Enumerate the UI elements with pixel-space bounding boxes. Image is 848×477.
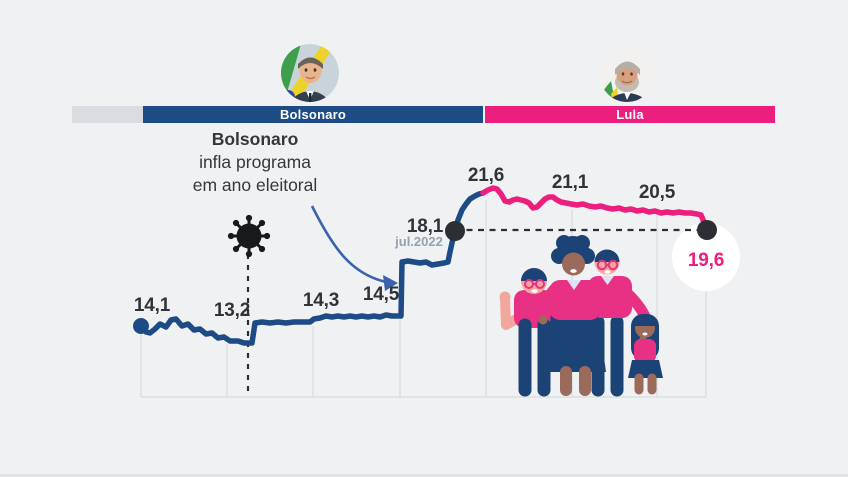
point-label-20-5: 20,5: [638, 182, 676, 203]
family-person-mother: [537, 235, 606, 396]
final-value-highlight-circle: [672, 223, 740, 291]
lula-series-line: [480, 185, 710, 233]
timeline-segment-lula: Lula: [485, 106, 775, 123]
start-point-dot: [133, 318, 149, 334]
bolsonaro-series-line: [138, 190, 486, 346]
covid-icon: [227, 214, 271, 258]
point-label-21-6: 21,6: [467, 165, 505, 186]
family-person-child: [628, 314, 663, 395]
jul2022-point-dot: [445, 221, 465, 241]
bottom-edge-strip: [0, 474, 848, 477]
timeline-segment-bolsonaro-label: Bolsonaro: [279, 107, 347, 122]
lula-portrait-icon: [600, 48, 654, 102]
timeline-segment-bolsonaro: Bolsonaro: [143, 106, 483, 123]
annotation-text: Bolsonaro infla programa em ano eleitora…: [145, 128, 365, 197]
point-label-19-6: 19,6: [687, 250, 725, 271]
lula-avatar: [600, 48, 654, 102]
point-label-14-3: 14,3: [302, 290, 340, 311]
annotation-line1: Bolsonaro: [211, 129, 299, 149]
family-illustration-icon: [499, 235, 663, 397]
timeline-segment-lula-label: Lula: [616, 107, 644, 122]
point-label-14-5: 14,5: [362, 284, 400, 305]
annotation-arrow-icon: [310, 205, 398, 291]
final-point-dot: [697, 220, 717, 240]
timeline-pre-segment: [72, 106, 143, 123]
point-sublabel-jul2022: jul.2022: [395, 234, 443, 249]
family-person-waving: [499, 268, 554, 397]
point-label-13-2: 13,2: [213, 300, 251, 321]
annotation-line3: em ano eleitoral: [192, 175, 318, 195]
point-label-21-1: 21,1: [551, 172, 589, 193]
annotation-line2: infla programa: [199, 152, 311, 172]
point-label-14-1: 14,1: [133, 295, 171, 316]
point-label-18-1: 18,1: [406, 216, 444, 237]
